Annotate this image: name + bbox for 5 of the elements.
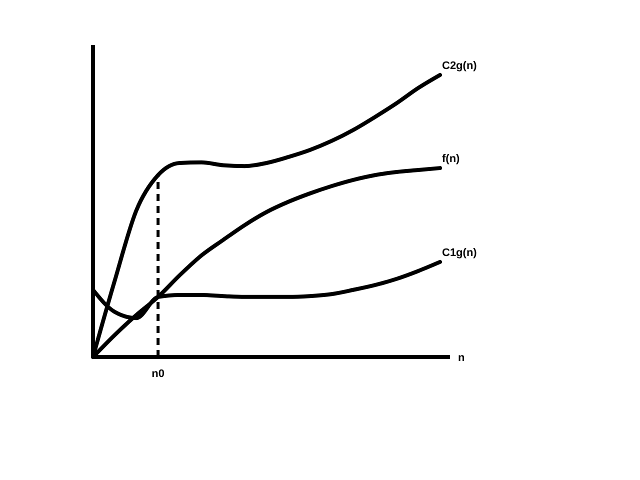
series-label: C2g(n) <box>442 60 478 72</box>
x-axis-title: n <box>458 352 465 364</box>
series-label: f(n) <box>442 153 460 166</box>
text: n0 <box>152 368 164 380</box>
series-label: C1g(n) <box>442 246 478 259</box>
